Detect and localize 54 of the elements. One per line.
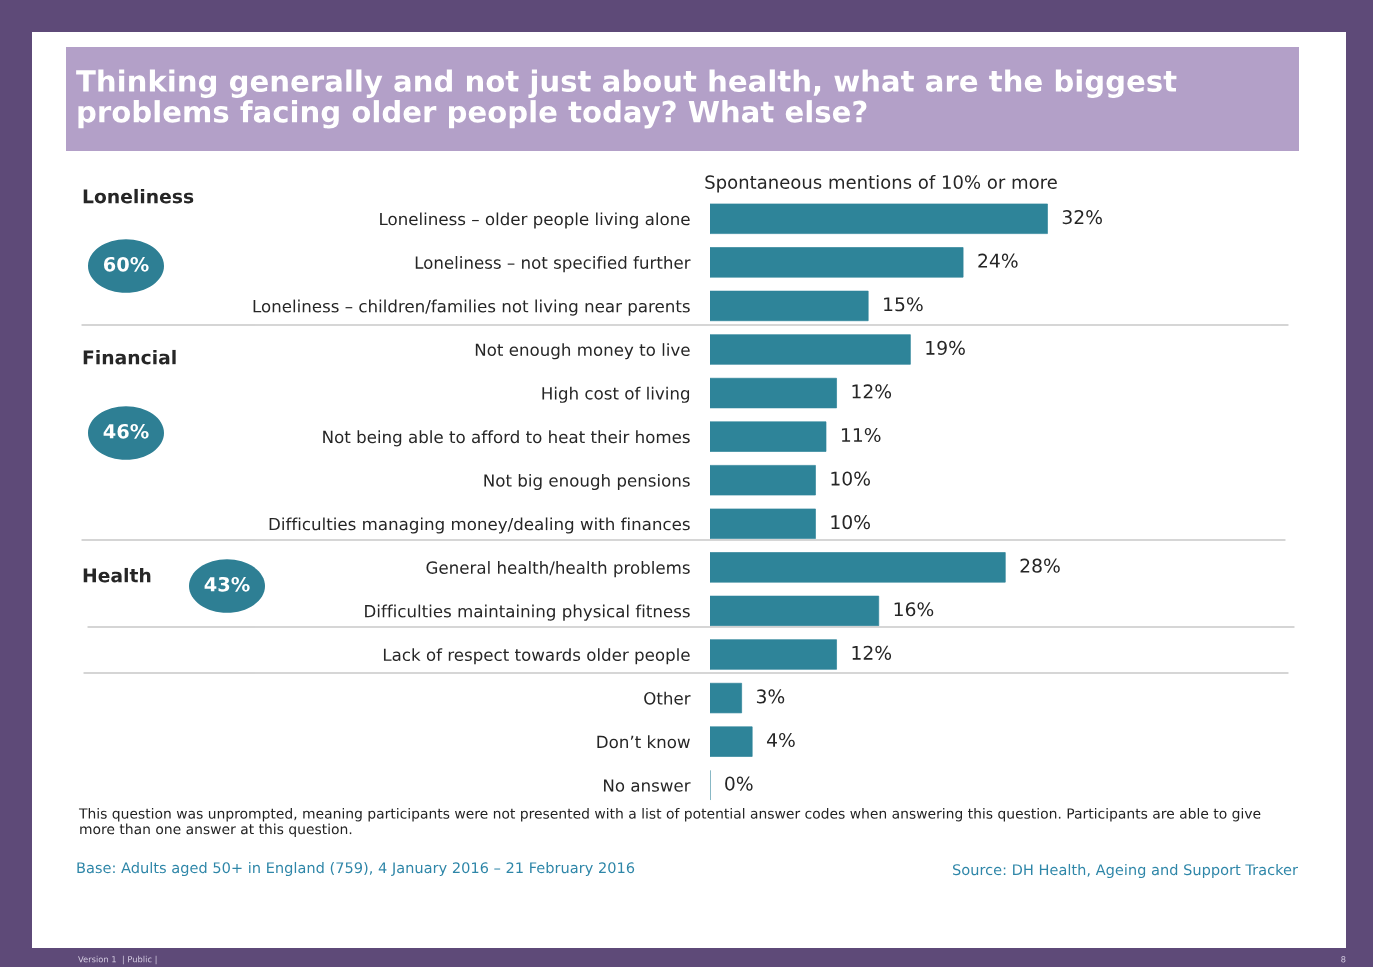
text: Financial: [83, 349, 176, 365]
text: This question was unprompted, meaning participants were not presented with a list of potential answer codes when answering this question. Participants are able to give more than one answer at this question.: [78, 808, 1261, 837]
bar: [710, 639, 837, 670]
data-label: 16%: [894, 602, 934, 617]
bar: [710, 247, 964, 278]
bar: [710, 682, 742, 714]
text: Base: Adults aged 50+ in England (759), 4 January 2016 – 21 February 2016: [77, 861, 635, 877]
bar: [710, 334, 911, 365]
y-tick-label: Loneliness – not specified further: [415, 256, 691, 273]
text: 8: [1341, 956, 1346, 963]
y-tick-label: High cost of living: [542, 386, 690, 403]
data-label: 12%: [852, 384, 892, 399]
y-tick-label: Loneliness – children/families not living near parents: [253, 299, 690, 316]
data-label: 28%: [1020, 558, 1060, 573]
data-label: 10%: [831, 471, 870, 486]
bar: [710, 726, 753, 757]
data-label: 12%: [852, 645, 892, 660]
text: 43%: [204, 576, 250, 592]
data-label: 0%: [725, 776, 753, 791]
data-label: 19%: [926, 340, 965, 355]
text: Loneliness: [83, 188, 194, 204]
y-tick-label: No answer: [604, 779, 691, 792]
data-label: 10%: [831, 515, 870, 530]
y-tick-label: Other: [644, 691, 691, 705]
bar: [710, 290, 869, 322]
y-tick-label: Not big enough pensions: [484, 473, 690, 491]
data-label: 15%: [884, 297, 923, 312]
bar: [710, 203, 1048, 234]
y-tick-label: Loneliness – older people living alone: [380, 212, 690, 229]
y-tick-label: Lack of respect towards older people: [383, 648, 690, 665]
y-tick-label: Not enough money to live: [475, 343, 690, 360]
bar: [710, 508, 816, 539]
text: Health: [83, 567, 151, 583]
y-tick-label: General health/health problems: [426, 561, 690, 578]
bar: [710, 552, 1006, 583]
bar: [710, 595, 880, 627]
bar: [710, 377, 837, 409]
bar: [710, 465, 816, 496]
data-label: 11%: [841, 427, 881, 443]
y-tick-label: Not being able to afford to heat their homes: [323, 430, 690, 447]
source-note: Source: DH Health, Ageing and Support Tracker: [953, 863, 1298, 879]
bar: [710, 421, 827, 452]
y-tick-label: Don’t know: [597, 735, 690, 749]
chart-subtitle: Spontaneous mentions of 10% or more: [705, 174, 1057, 193]
text: 60%: [103, 256, 149, 272]
chart-title: Thinking generally and not just about health, what are the biggest problems facing older people today? What else?: [76, 69, 1177, 129]
data-label: 32%: [1062, 210, 1102, 225]
text: Version 1 | Public |: [78, 955, 157, 965]
data-label: 3%: [756, 689, 785, 704]
data-label: 24%: [978, 253, 1018, 268]
data-label: 4%: [766, 732, 795, 748]
y-tick-label: Difficulties managing money/dealing with finances: [269, 517, 690, 534]
text: 46%: [103, 423, 149, 439]
y-tick-label: Difficulties maintaining physical fitness: [365, 604, 690, 621]
